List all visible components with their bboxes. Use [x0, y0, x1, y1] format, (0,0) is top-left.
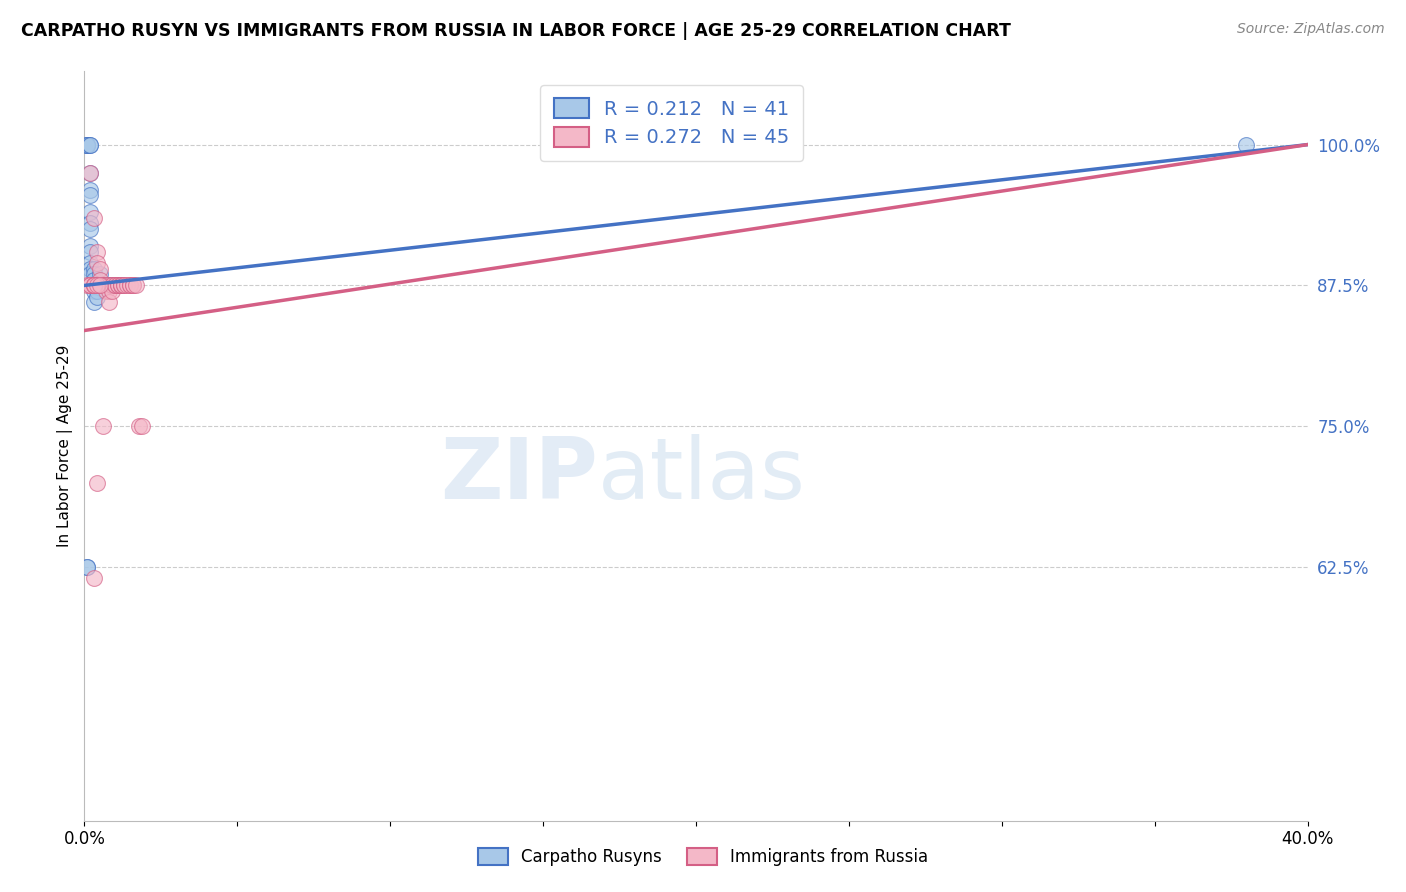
Point: [86, 278, 108, 293]
Point: [79, 239, 101, 253]
Point: [128, 419, 150, 434]
Point: [86, 284, 108, 298]
Point: [83, 278, 105, 293]
Point: [79, 137, 101, 152]
Point: [104, 278, 127, 293]
Point: [83, 261, 105, 276]
Point: [97, 278, 120, 293]
Point: [79, 183, 101, 197]
Point: [76, 137, 98, 152]
Point: [89, 273, 111, 287]
Point: [101, 278, 124, 293]
Legend: Carpatho Rusyns, Immigrants from Russia: Carpatho Rusyns, Immigrants from Russia: [464, 834, 942, 880]
Point: [79, 188, 101, 202]
Point: [91, 278, 114, 293]
Point: [110, 278, 132, 293]
Point: [94, 284, 117, 298]
Point: [89, 278, 111, 293]
Point: [83, 273, 105, 287]
Point: [76, 137, 98, 152]
Point: [76, 560, 98, 574]
Point: [79, 267, 101, 281]
Point: [104, 278, 127, 293]
Point: [107, 278, 129, 293]
Point: [86, 278, 108, 293]
Point: [89, 278, 111, 293]
Point: [83, 571, 105, 585]
Point: [76, 278, 98, 293]
Point: [101, 284, 124, 298]
Point: [83, 284, 105, 298]
Point: [79, 137, 101, 152]
Point: [97, 295, 120, 310]
Point: [110, 278, 132, 293]
Point: [94, 278, 117, 293]
Point: [115, 278, 138, 293]
Point: [107, 278, 129, 293]
Point: [83, 211, 105, 225]
Point: [79, 217, 101, 231]
Point: [101, 278, 124, 293]
Point: [97, 284, 120, 298]
Point: [79, 166, 101, 180]
Point: [79, 244, 101, 259]
Point: [76, 137, 98, 152]
Text: atlas: atlas: [598, 434, 806, 517]
Text: ZIP: ZIP: [440, 434, 598, 517]
Point: [79, 166, 101, 180]
Point: [86, 256, 108, 270]
Point: [76, 137, 98, 152]
Point: [79, 205, 101, 219]
Point: [120, 278, 142, 293]
Point: [112, 278, 135, 293]
Point: [89, 267, 111, 281]
Point: [83, 278, 105, 293]
Point: [86, 244, 108, 259]
Point: [94, 278, 117, 293]
Point: [110, 278, 132, 293]
Y-axis label: In Labor Force | Age 25-29: In Labor Force | Age 25-29: [58, 345, 73, 547]
Point: [83, 267, 105, 281]
Point: [79, 256, 101, 270]
Point: [107, 278, 129, 293]
Point: [79, 261, 101, 276]
Point: [120, 278, 142, 293]
Point: [76, 560, 98, 574]
Point: [122, 278, 145, 293]
Point: [79, 222, 101, 236]
Point: [91, 419, 114, 434]
Point: [101, 278, 124, 293]
Point: [86, 475, 108, 490]
Legend: R = 0.212   N = 41, R = 0.272   N = 45: R = 0.212 N = 41, R = 0.272 N = 45: [540, 85, 803, 161]
Point: [79, 278, 101, 293]
Point: [91, 278, 114, 293]
Point: [91, 278, 114, 293]
Point: [83, 278, 105, 293]
Point: [83, 278, 105, 293]
Point: [97, 278, 120, 293]
Point: [1236, 137, 1258, 152]
Point: [83, 295, 105, 310]
Point: [86, 290, 108, 304]
Point: [131, 419, 153, 434]
Text: CARPATHO RUSYN VS IMMIGRANTS FROM RUSSIA IN LABOR FORCE | AGE 25-29 CORRELATION : CARPATHO RUSYN VS IMMIGRANTS FROM RUSSIA…: [21, 22, 1011, 40]
Point: [79, 278, 101, 293]
Point: [91, 278, 114, 293]
Point: [83, 278, 105, 293]
Point: [110, 278, 132, 293]
Point: [125, 278, 148, 293]
Point: [89, 261, 111, 276]
Point: [94, 278, 117, 293]
Text: Source: ZipAtlas.com: Source: ZipAtlas.com: [1237, 22, 1385, 37]
Point: [112, 278, 135, 293]
Point: [101, 278, 124, 293]
Point: [104, 278, 127, 293]
Point: [122, 278, 145, 293]
